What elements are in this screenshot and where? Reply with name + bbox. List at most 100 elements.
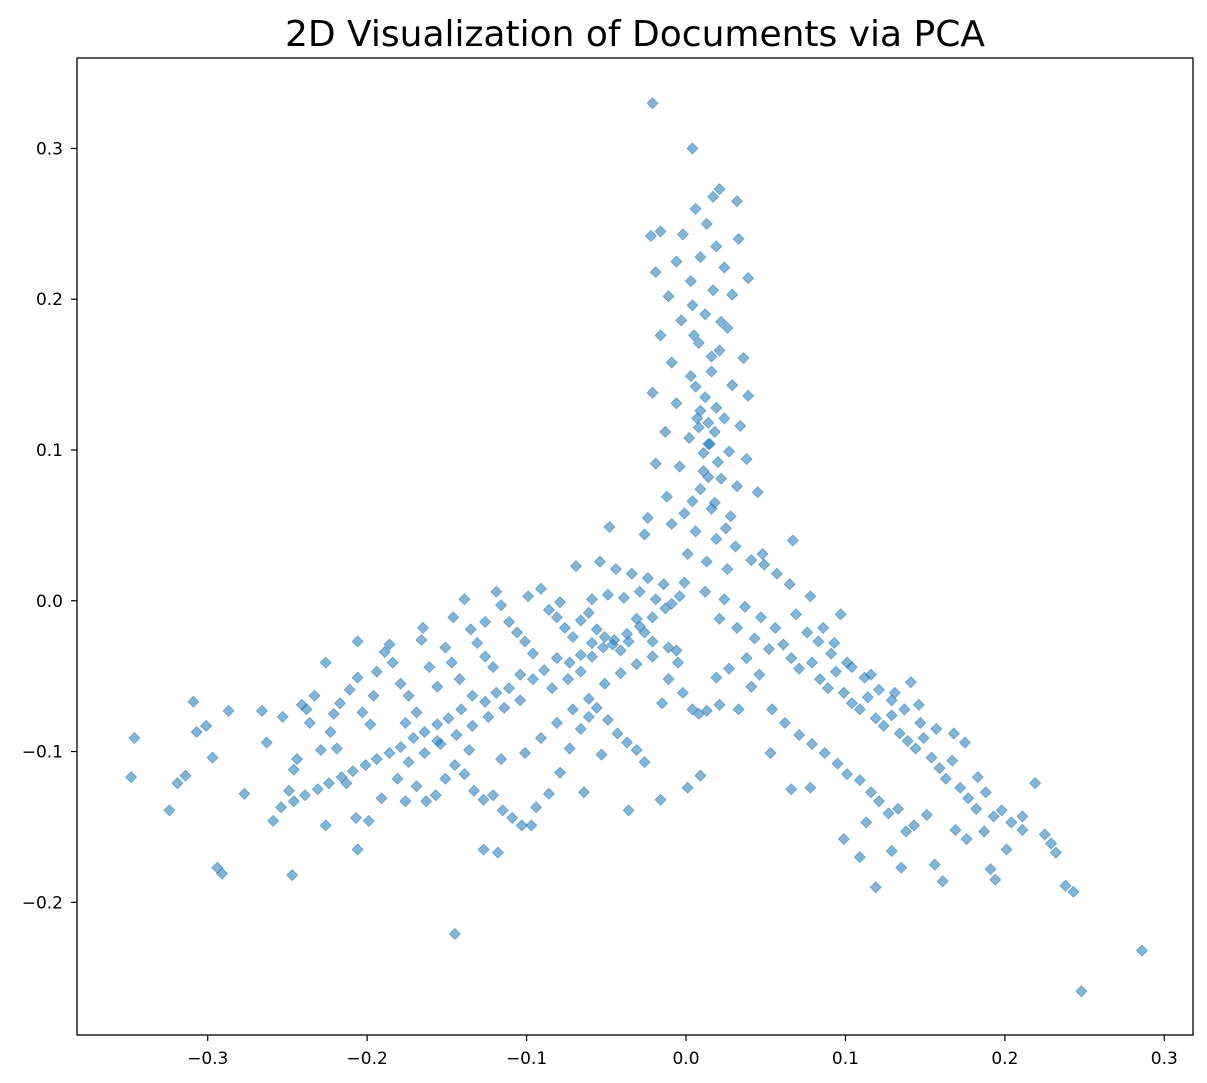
data-point [710, 240, 723, 253]
data-point [585, 593, 599, 606]
data-point [960, 832, 973, 846]
data-point [654, 329, 667, 342]
data-point [828, 636, 841, 650]
data-point [359, 759, 372, 772]
data-point [609, 563, 622, 576]
data-point [812, 635, 825, 648]
data-point [171, 777, 184, 790]
data-point [646, 635, 659, 648]
data-point [1045, 837, 1058, 850]
data-point [834, 608, 847, 621]
data-point [769, 621, 782, 634]
data-point [721, 563, 734, 576]
data-point [1000, 843, 1013, 856]
data-point [128, 731, 141, 745]
data-point [845, 697, 858, 710]
data-point [333, 697, 347, 710]
data-point [311, 783, 324, 796]
data-point [606, 638, 619, 651]
data-point [638, 626, 651, 639]
data-point [778, 716, 791, 729]
data-point [754, 611, 768, 624]
data-point [649, 457, 662, 470]
data-point [324, 725, 337, 739]
data-point [582, 606, 595, 619]
data-point [804, 781, 817, 794]
data-point [502, 615, 516, 628]
data-point [711, 456, 724, 469]
data-point [705, 350, 718, 363]
data-point [1059, 879, 1072, 892]
data-point [925, 751, 938, 764]
x-tick-label: 0.1 [832, 1049, 859, 1069]
data-point [431, 680, 444, 693]
data-point [920, 808, 933, 821]
data-point [603, 520, 616, 533]
data-point [471, 636, 484, 650]
data-point [710, 671, 723, 684]
data-point [825, 647, 838, 660]
data-point [530, 801, 543, 814]
data-point [783, 578, 796, 591]
data-point [699, 308, 712, 321]
data-point [732, 232, 745, 245]
data-point [638, 756, 651, 769]
data-point [864, 786, 878, 799]
data-point [804, 590, 817, 603]
data-point [904, 676, 917, 689]
data-point [378, 645, 391, 659]
data-point [574, 648, 587, 662]
data-point [665, 356, 678, 369]
data-point [745, 680, 758, 693]
data-point [665, 597, 678, 610]
data-point [351, 843, 364, 856]
x-axis: −0.3 −0.2 −0.1 0.0 0.1 0.2 0.3 [187, 1035, 1178, 1069]
data-point [518, 635, 532, 648]
data-point [984, 863, 997, 876]
data-point [898, 703, 911, 716]
data-point [216, 867, 229, 880]
data-point [582, 710, 595, 723]
data-point [694, 483, 707, 496]
data-point [730, 480, 744, 493]
data-point [901, 734, 914, 748]
data-point [351, 671, 364, 684]
data-point [477, 843, 490, 856]
data-point [364, 718, 377, 731]
data-point [713, 344, 726, 357]
data-point [402, 756, 415, 769]
data-point [502, 682, 516, 695]
data-point [566, 703, 579, 716]
data-point [477, 793, 490, 806]
data-point [569, 560, 583, 573]
data-point [662, 641, 675, 654]
data-point [671, 656, 685, 669]
data-point [402, 689, 415, 702]
data-point [675, 314, 688, 327]
data-point [939, 772, 952, 785]
data-point [479, 615, 492, 628]
data-point [445, 656, 458, 669]
data-point [649, 593, 662, 606]
data-point [362, 814, 375, 827]
data-point [641, 511, 654, 524]
data-point [766, 703, 779, 716]
data-point [622, 804, 635, 817]
data-point [837, 832, 850, 846]
data-point [708, 496, 721, 509]
data-point [659, 425, 672, 438]
data-point [466, 719, 479, 732]
data-point [399, 716, 412, 729]
data-point [491, 846, 504, 859]
data-point [641, 572, 654, 585]
data-point [869, 881, 882, 894]
data-point [514, 668, 527, 681]
data-point [125, 771, 138, 784]
data-point [689, 525, 702, 538]
data-point [453, 673, 466, 686]
data-point [713, 698, 726, 711]
data-point [644, 229, 658, 242]
data-point [534, 582, 548, 595]
data-point [1016, 823, 1029, 837]
